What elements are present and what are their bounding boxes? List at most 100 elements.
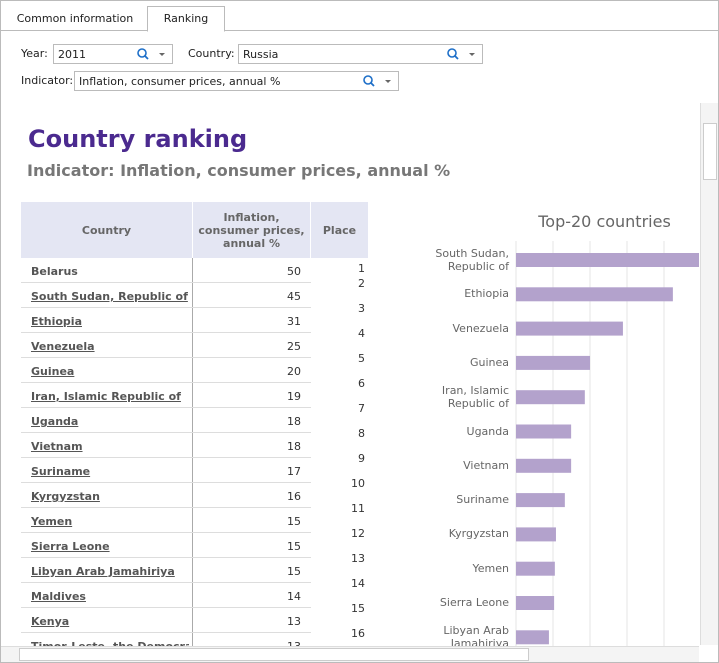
row-divider: [21, 357, 311, 358]
country-cell[interactable]: Timor-Leste, the Democrat: [31, 640, 189, 646]
place-cell: 2: [358, 277, 365, 290]
place-cell: 14: [351, 577, 365, 590]
country-cell[interactable]: Yemen: [31, 515, 73, 528]
report: Country ranking Indicator: Inflation, co…: [2, 101, 699, 646]
country-cell[interactable]: Kenya: [31, 615, 70, 628]
row-divider: [21, 607, 311, 608]
bar: [516, 424, 572, 439]
place-cell: 13: [351, 552, 365, 565]
place-cell: 4: [358, 327, 365, 340]
value-cell: 45: [287, 290, 301, 303]
row-divider: [21, 482, 311, 483]
value-cell: 31: [287, 315, 301, 328]
scroll-thumb[interactable]: [19, 648, 529, 661]
bar: [516, 527, 556, 542]
country-cell[interactable]: South Sudan, Republic of: [31, 290, 188, 303]
row-divider: [21, 407, 311, 408]
country-combo[interactable]: Russia: [238, 44, 483, 64]
place-cell: 11: [351, 502, 365, 515]
combo-icons: [137, 48, 165, 60]
country-cell: Belarus: [31, 265, 78, 278]
value: Inflation, consumer prices, annual %: [79, 75, 281, 88]
row-divider: [21, 307, 311, 308]
tab-strip-line: [1, 30, 718, 31]
value: Russia: [243, 48, 279, 61]
row-divider: [21, 432, 311, 433]
category-label: Guinea: [469, 355, 509, 369]
country-cell[interactable]: Guinea: [31, 365, 75, 378]
column-header: Country: [21, 202, 192, 258]
value: 2011: [58, 48, 86, 61]
bar: [516, 561, 555, 576]
row-divider: [21, 507, 311, 508]
row-divider: [21, 282, 311, 283]
place-cell: 9: [358, 452, 365, 465]
row-divider: [21, 382, 311, 383]
tab[interactable]: Ranking: [147, 6, 225, 32]
category-label: Uganda: [466, 424, 509, 438]
vertical-scrollbar[interactable]: [700, 103, 718, 645]
category-label: Sierra Leone: [439, 596, 509, 609]
row-divider: [21, 457, 311, 458]
place-cell: 15: [351, 602, 365, 615]
bar: [516, 355, 590, 370]
country-cell[interactable]: Libyan Arab Jamahiriya: [31, 565, 175, 578]
bar: [516, 596, 555, 610]
category-label: Suriname: [456, 493, 509, 507]
value-cell: 25: [287, 340, 301, 353]
scroll-thumb[interactable]: [703, 123, 717, 180]
bar: [516, 321, 623, 336]
bar: [516, 630, 549, 645]
row-divider: [21, 632, 311, 633]
value-cell: 20: [287, 365, 301, 378]
place-cell: 5: [358, 352, 365, 365]
combo-icons: [363, 75, 391, 87]
value-cell: 14: [287, 590, 301, 603]
label: Indicator:: [21, 74, 74, 87]
chart: [515, 241, 699, 646]
place-cell: 12: [351, 527, 365, 540]
row-divider: [21, 332, 311, 333]
value-cell: 50: [287, 265, 301, 278]
report-title: Country ranking: [28, 125, 248, 153]
combo-icons: [447, 48, 475, 60]
bar: [516, 390, 585, 405]
row-divider: [21, 532, 311, 533]
country-cell[interactable]: Sierra Leone: [31, 540, 110, 553]
category-label: South Sudan, Republic of: [435, 247, 509, 273]
bar: [516, 458, 572, 473]
place-cell: 1: [358, 262, 365, 275]
country-cell[interactable]: Maldives: [31, 590, 86, 603]
country-cell[interactable]: Ethiopia: [31, 315, 82, 328]
column-divider: [192, 258, 193, 646]
category-label: Libyan Arab Jamahiriya: [443, 624, 509, 646]
value-cell: 13: [287, 615, 301, 628]
row-divider: [21, 582, 311, 583]
row-divider: [21, 557, 311, 558]
country-cell[interactable]: Uganda: [31, 415, 79, 428]
column-header: Inflation, consumer prices, annual %: [192, 202, 311, 258]
bar: [516, 287, 673, 302]
country-cell[interactable]: Vietnam: [31, 440, 83, 453]
place-cell: 8: [358, 427, 365, 440]
value-cell: 15: [287, 565, 301, 578]
value-cell: 15: [287, 540, 301, 553]
column-header: Place: [311, 202, 368, 258]
country-cell[interactable]: Suriname: [31, 465, 91, 478]
value-cell: 13: [197, 640, 301, 646]
category-label: Kyrgyzstan: [448, 527, 509, 541]
category-label: Ethiopia: [464, 287, 509, 301]
place-cell: 7: [358, 402, 365, 415]
chart-title: Top-20 countries: [538, 212, 671, 231]
country-cell[interactable]: Iran, Islamic Republic of: [31, 390, 181, 403]
indicator-combo[interactable]: Inflation, consumer prices, annual %: [74, 71, 399, 91]
value-cell: 18: [287, 415, 301, 428]
category-label: Vietnam: [463, 458, 509, 472]
year-combo[interactable]: 2011: [53, 44, 173, 64]
horizontal-scrollbar[interactable]: [1, 646, 699, 662]
tab[interactable]: Common information: [16, 12, 134, 25]
place-cell: 16: [351, 627, 365, 640]
country-cell[interactable]: Venezuela: [31, 340, 95, 353]
country-cell[interactable]: Kyrgyzstan: [31, 490, 100, 503]
